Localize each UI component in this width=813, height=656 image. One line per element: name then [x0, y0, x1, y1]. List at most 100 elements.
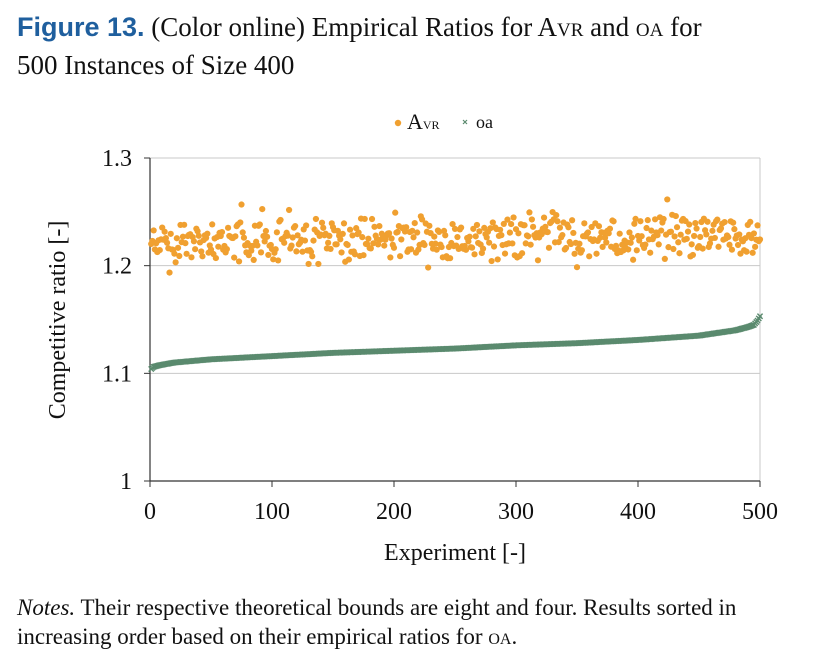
avr-point: [638, 233, 645, 240]
avr-point: [309, 253, 316, 260]
avr-point: [488, 257, 495, 265]
notes-oa: oa: [488, 624, 512, 649]
avr-point: [597, 234, 604, 241]
avr-point: [489, 219, 496, 226]
avr-point: [235, 258, 243, 265]
avr-point: [468, 244, 476, 251]
avr-point: [684, 228, 692, 235]
avr-point: [292, 222, 299, 230]
avr-point: [483, 234, 490, 241]
legend-avr-rest: vr: [423, 114, 440, 133]
avr-point: [312, 215, 320, 223]
legend-oa-label: oa: [476, 112, 493, 132]
caption-oa: oa: [635, 12, 664, 42]
avr-point: [545, 244, 553, 251]
avr-point: [182, 240, 189, 247]
avr-point: [365, 235, 372, 242]
avr-point: [661, 255, 668, 262]
avr-point: [433, 246, 440, 253]
x-tick-label: 300: [498, 499, 534, 525]
avr-point: [192, 246, 199, 253]
avr-point: [265, 251, 272, 259]
avr-point: [660, 215, 667, 223]
avr-point: [673, 224, 681, 231]
avr-point: [270, 256, 277, 263]
x-tick-label: 100: [254, 499, 290, 525]
avr-point: [486, 239, 493, 246]
caption-avr-a: A: [537, 12, 557, 42]
x-tick-label: 500: [742, 499, 778, 525]
avr-point: [714, 216, 721, 223]
avr-point: [527, 241, 534, 248]
avr-point: [421, 241, 428, 249]
avr-point: [721, 218, 728, 226]
avr-point: [340, 220, 348, 227]
avr-point: [565, 224, 572, 231]
avr-series: [148, 196, 764, 276]
avr-point: [371, 223, 378, 230]
avr-point: [672, 212, 679, 220]
avr-point: [754, 222, 761, 229]
avr-point: [612, 242, 620, 249]
avr-point: [734, 241, 742, 249]
avr-point: [479, 245, 487, 252]
avr-point: [570, 229, 577, 237]
legend-oa-marker: [462, 119, 468, 125]
avr-point: [284, 232, 291, 239]
avr-point: [223, 245, 230, 253]
avr-point: [626, 229, 633, 236]
avr-point: [544, 228, 551, 236]
avr-point: [693, 225, 700, 232]
avr-point: [376, 222, 383, 230]
avr-point: [630, 256, 637, 263]
avr-point: [375, 241, 382, 248]
avr-point: [606, 225, 614, 232]
avr-point: [368, 215, 376, 223]
avr-point: [387, 254, 394, 261]
figure-label: Figure 13.: [17, 12, 145, 42]
avr-point: [451, 225, 459, 232]
avr-point: [438, 243, 445, 251]
avr-point: [625, 246, 632, 253]
avr-point: [239, 229, 246, 236]
avr-point: [699, 245, 706, 252]
avr-point: [171, 250, 178, 257]
avr-point: [654, 232, 661, 239]
avr-point: [730, 219, 737, 226]
avr-point: [578, 247, 585, 254]
avr-point: [689, 251, 697, 259]
avr-point: [327, 245, 334, 253]
avr-point: [519, 250, 526, 257]
avr-point: [555, 239, 562, 246]
avr-point: [381, 242, 388, 249]
avr-point: [195, 232, 202, 239]
avr-point: [665, 244, 672, 251]
avr-point: [204, 230, 211, 237]
avr-point: [651, 216, 659, 223]
avr-point: [643, 224, 650, 232]
avr-point: [418, 216, 426, 223]
avr-point: [726, 241, 733, 248]
avr-point: [571, 250, 578, 257]
x-tick-label: 400: [620, 499, 656, 525]
y-tick-label: 1.1: [102, 361, 132, 387]
avr-point: [581, 220, 588, 227]
avr-point: [398, 236, 405, 243]
avr-point: [554, 218, 561, 225]
avr-point: [490, 243, 498, 250]
avr-point: [576, 240, 583, 247]
oa-point: [756, 313, 764, 320]
avr-point: [648, 227, 655, 234]
avr-point: [508, 220, 515, 228]
avr-point: [752, 243, 759, 250]
avr-point: [338, 249, 345, 256]
avr-point: [522, 240, 529, 247]
avr-point: [250, 256, 257, 264]
avr-point: [748, 234, 755, 242]
avr-point: [725, 233, 732, 241]
avr-point: [199, 253, 206, 260]
avr-point: [515, 230, 522, 237]
avr-point: [632, 215, 639, 222]
avr-point: [281, 239, 288, 246]
avr-point: [346, 226, 354, 233]
